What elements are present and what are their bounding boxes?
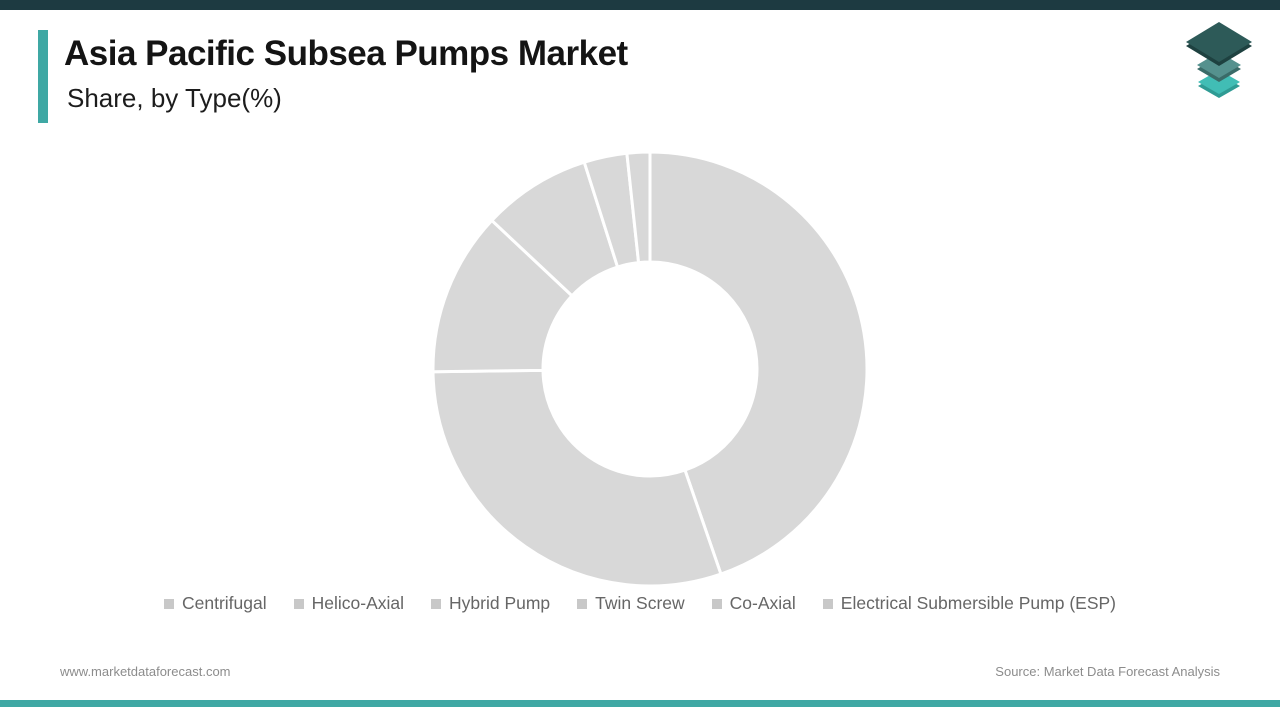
- donut-slice-helico-axial: [431, 368, 723, 588]
- top-accent-bar: [0, 0, 1280, 10]
- footer-source: Source: Market Data Forecast Analysis: [995, 664, 1220, 679]
- legend-label: Twin Screw: [595, 593, 685, 613]
- page-subtitle: Share, by Type(%): [67, 83, 282, 113]
- legend-marker-icon: [577, 598, 588, 609]
- legend-label: Centrifugal: [181, 593, 267, 613]
- donut-slice-centrifugal: [648, 150, 869, 576]
- market-data-forecast-logo: [1186, 22, 1252, 98]
- legend-marker-icon: [431, 598, 442, 609]
- logo-layer: [1186, 22, 1252, 62]
- legend-marker-icon: [293, 598, 304, 609]
- legend-label: Hybrid Pump: [449, 593, 551, 613]
- legend-item: Helico-Axial: [293, 593, 405, 614]
- legend-label: Co-Axial: [729, 593, 796, 613]
- bottom-accent-bar: [0, 700, 1280, 707]
- legend-item: Electrical Submersible Pump (ESP): [822, 593, 1117, 614]
- legend-item: Twin Screw: [577, 593, 685, 614]
- legend-label: Electrical Submersible Pump (ESP): [840, 593, 1117, 613]
- donut-slice-electrical-submersible-pump-esp: [625, 150, 652, 265]
- page-title: Asia Pacific Subsea Pumps Market: [64, 34, 628, 73]
- footer-website: www.marketdataforecast.com: [60, 664, 231, 679]
- legend-item: Hybrid Pump: [431, 593, 550, 614]
- legend-marker-icon: [822, 598, 833, 609]
- legend-item: Centrifugal: [163, 593, 267, 614]
- legend-marker-icon: [711, 598, 722, 609]
- chart-legend: Centrifugal Helico-Axial Hybrid Pump Twin S…: [0, 593, 1280, 614]
- title-accent-bar: [38, 30, 48, 123]
- legend-item: Co-Axial: [711, 593, 796, 614]
- legend-label: Helico-Axial: [311, 593, 405, 613]
- legend-marker-icon: [163, 598, 174, 609]
